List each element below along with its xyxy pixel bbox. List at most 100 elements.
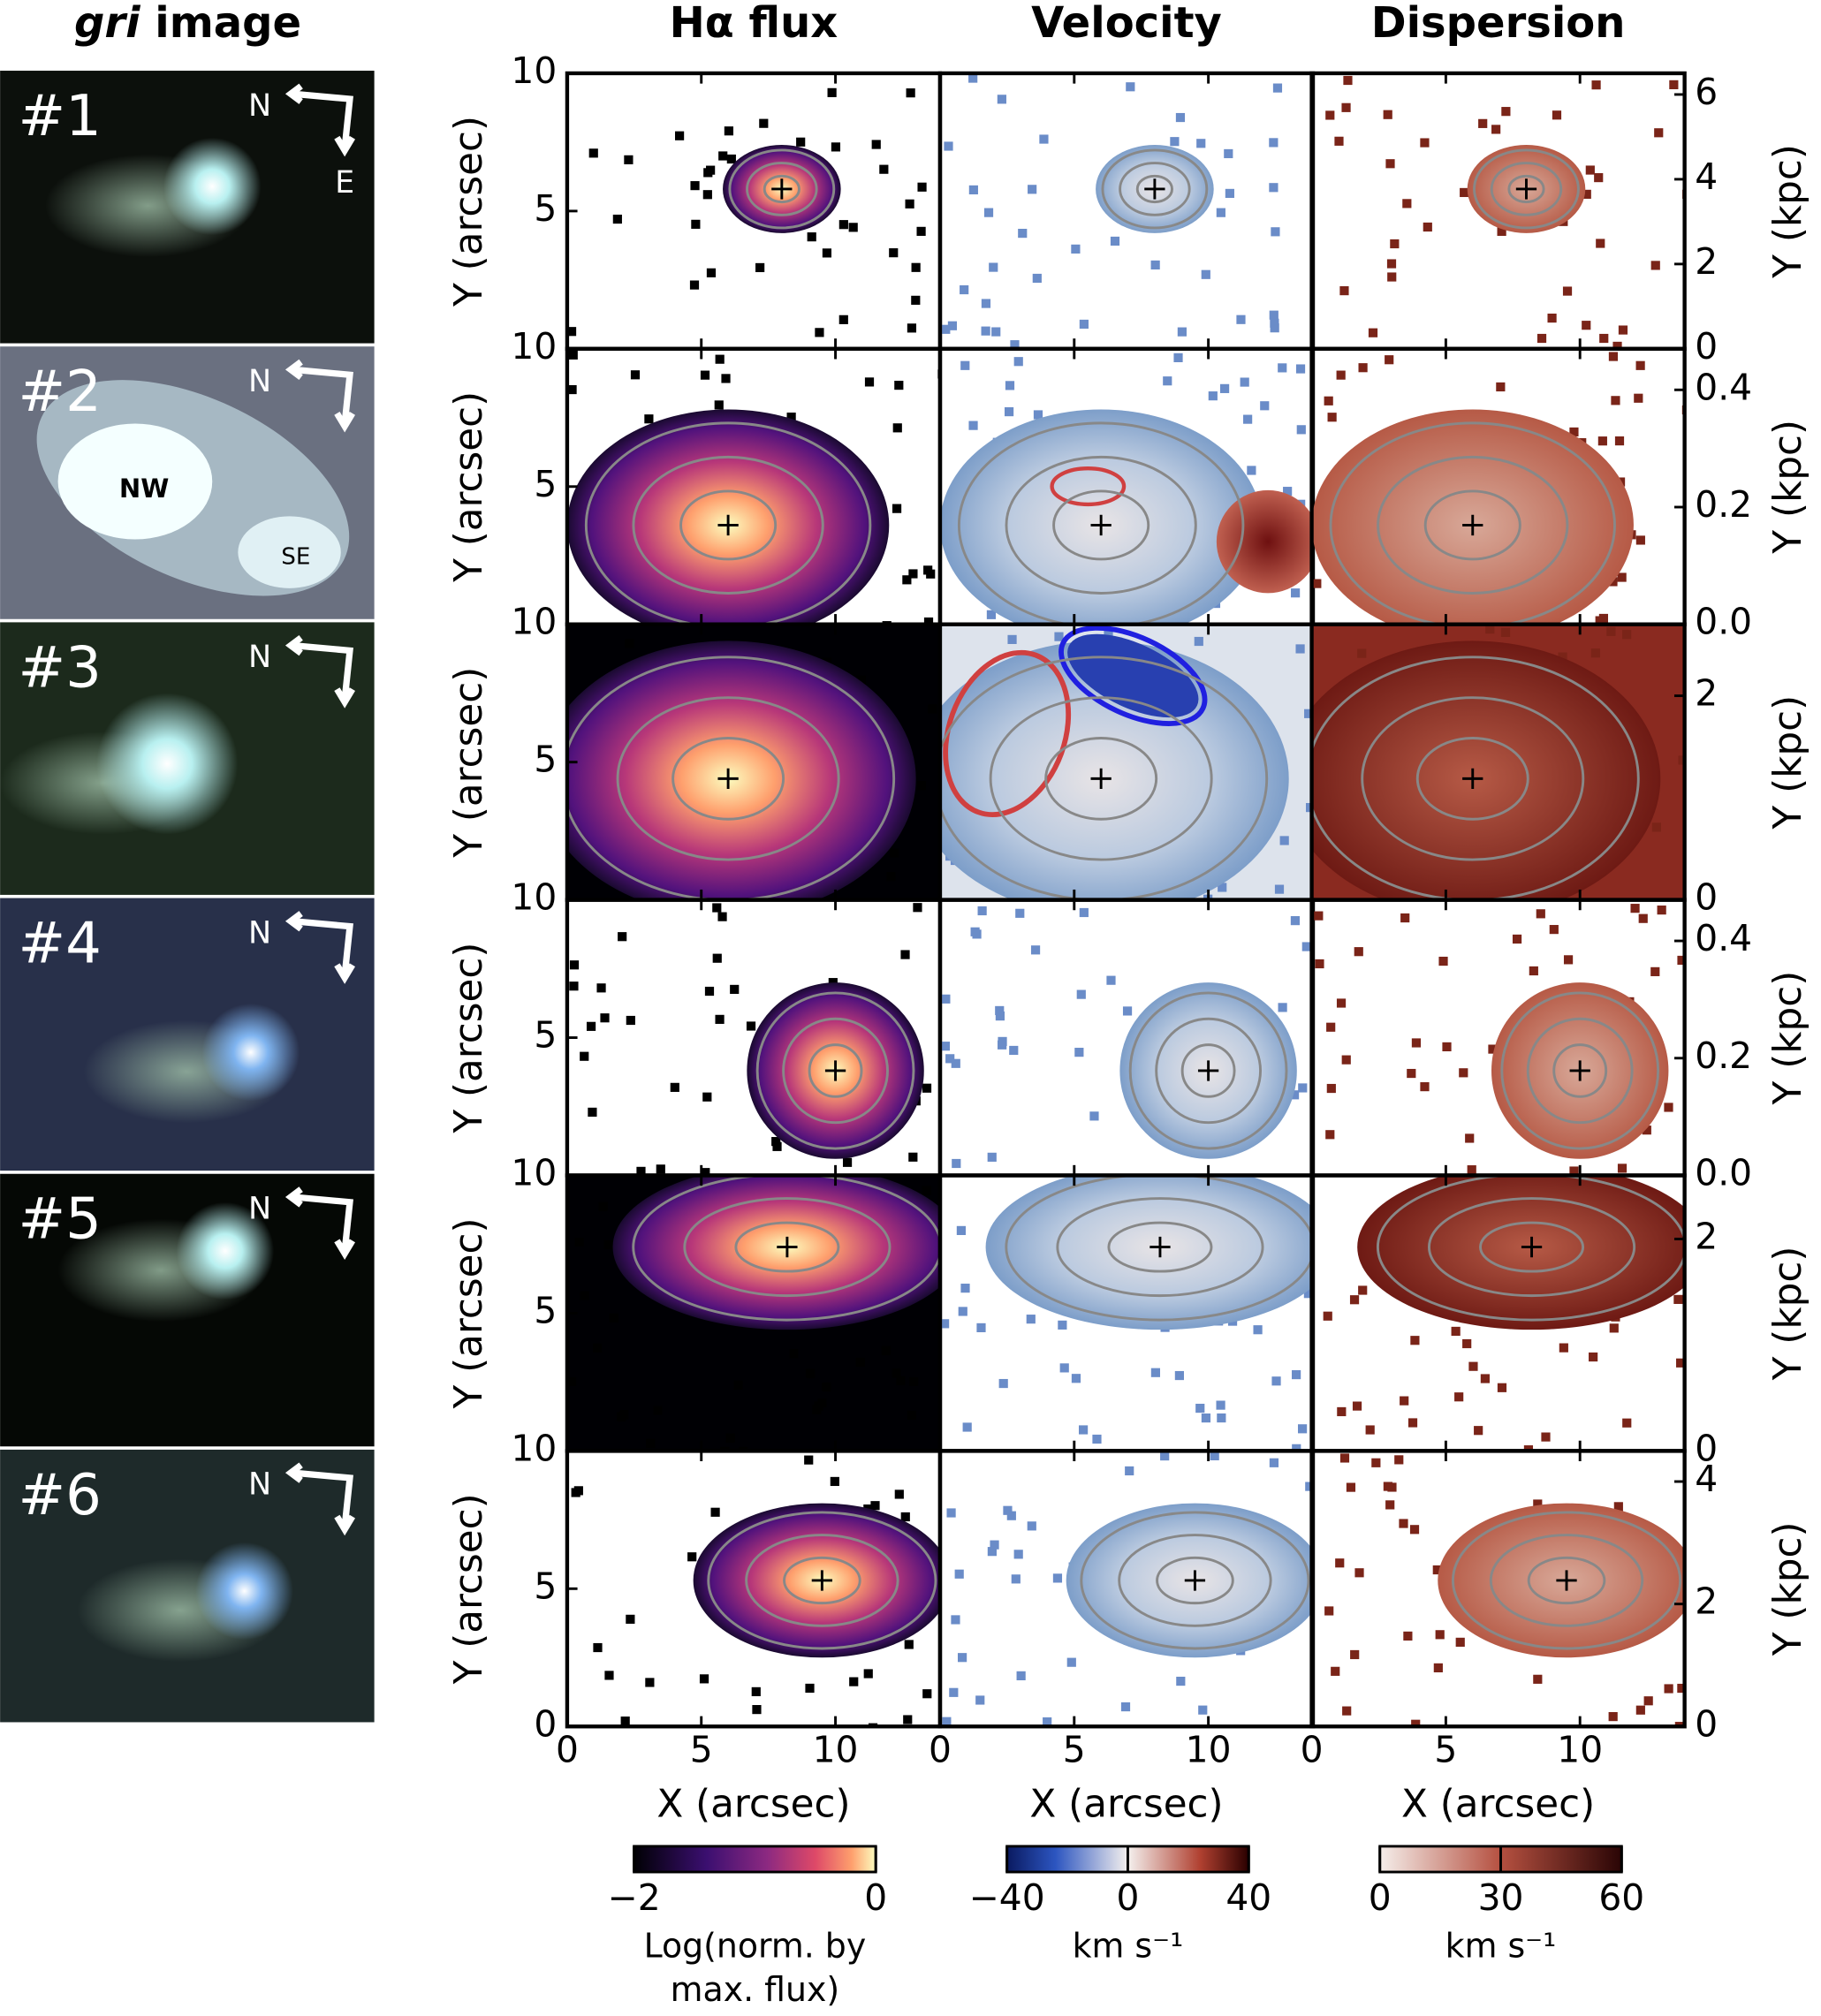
galaxy-core bbox=[57, 423, 213, 540]
map-pixel bbox=[1497, 1383, 1507, 1392]
x-tick-label: 0 bbox=[929, 1728, 952, 1770]
image-title-italic: gri bbox=[74, 0, 140, 48]
contour bbox=[1155, 1017, 1263, 1125]
map-pixel bbox=[1201, 1413, 1211, 1423]
map-pixel bbox=[1371, 1458, 1381, 1467]
contour bbox=[1361, 696, 1585, 861]
contour bbox=[1552, 1043, 1608, 1098]
contour bbox=[1377, 1175, 1685, 1322]
compass-label: N bbox=[248, 915, 271, 951]
map-pixel bbox=[975, 1695, 985, 1705]
map-pixel bbox=[1009, 1045, 1019, 1056]
compass: N bbox=[248, 911, 355, 984]
map-pixel bbox=[1335, 1558, 1345, 1568]
map-pixel bbox=[618, 932, 627, 942]
map-pixel bbox=[1270, 318, 1279, 328]
compass-arrows bbox=[285, 911, 355, 984]
contour bbox=[1311, 656, 1640, 900]
emission-blob bbox=[985, 1175, 1314, 1330]
map-pixel bbox=[1289, 1090, 1300, 1100]
center-marker bbox=[1144, 178, 1165, 200]
map-pixel bbox=[1420, 138, 1430, 148]
x-tick-label: 10 bbox=[1557, 1728, 1603, 1770]
map-pixel bbox=[1030, 945, 1041, 955]
map-pixel bbox=[960, 284, 969, 295]
colorbar-label: Log(norm. by bbox=[644, 1926, 867, 1965]
map-pixel bbox=[1569, 1166, 1579, 1176]
map-pixel bbox=[1010, 340, 1020, 349]
map-pixel bbox=[1608, 352, 1619, 361]
colorbar-tick-label: −2 bbox=[608, 1876, 661, 1919]
map-pixel bbox=[1346, 1482, 1356, 1492]
y-axis-label: Y (arcsec) bbox=[446, 1217, 491, 1409]
map-pixel bbox=[714, 400, 724, 410]
map-pixel bbox=[1236, 315, 1246, 324]
compass: NE bbox=[248, 83, 355, 201]
map-panel bbox=[565, 346, 943, 626]
map-pixel bbox=[968, 421, 978, 430]
center-marker bbox=[811, 1570, 833, 1591]
map-pixel bbox=[1336, 370, 1346, 380]
map-pixel bbox=[1460, 187, 1469, 198]
map-pixel bbox=[928, 704, 937, 714]
map-pixel bbox=[733, 1380, 743, 1390]
map-panel bbox=[1309, 622, 1687, 902]
map bbox=[566, 1175, 940, 1451]
map-pixel bbox=[894, 1489, 904, 1499]
row-label: #1 bbox=[18, 84, 101, 149]
map-pixel bbox=[962, 1422, 972, 1432]
map-pixel bbox=[1596, 239, 1605, 248]
map-pixel bbox=[1217, 1413, 1226, 1423]
map bbox=[1323, 1175, 1685, 1451]
map-pixel bbox=[968, 185, 978, 195]
map-pixel bbox=[721, 374, 731, 383]
map-pixel bbox=[1467, 1165, 1476, 1175]
y-tick-label: 5 bbox=[534, 1565, 557, 1607]
map-pixel bbox=[907, 1411, 917, 1421]
map-pixel bbox=[630, 370, 641, 380]
map-pixel bbox=[981, 326, 990, 336]
row-label: #4 bbox=[18, 911, 101, 976]
contour bbox=[728, 148, 836, 230]
colorbar bbox=[633, 1845, 877, 1874]
map-pixel bbox=[1028, 185, 1037, 194]
center-marker bbox=[1515, 178, 1537, 200]
center-marker bbox=[1150, 1236, 1171, 1258]
map-pixel bbox=[752, 1705, 762, 1715]
map-pixel bbox=[941, 324, 951, 334]
center-marker bbox=[1462, 514, 1483, 536]
map-pixel bbox=[1339, 1453, 1350, 1463]
map bbox=[566, 624, 940, 900]
map-pixel bbox=[569, 960, 580, 970]
map-pixel bbox=[1664, 1684, 1673, 1694]
map-pixel bbox=[916, 226, 926, 236]
map-pixel bbox=[1071, 1374, 1081, 1383]
map-pixel bbox=[1383, 110, 1392, 119]
map-pixel bbox=[718, 151, 728, 161]
map-panel bbox=[937, 346, 1316, 626]
map-pixel bbox=[690, 181, 700, 191]
colorbar-label: km s⁻¹ bbox=[1445, 1926, 1557, 1965]
map-pixel bbox=[1303, 1289, 1313, 1299]
map-pixel bbox=[1536, 909, 1545, 919]
y-axis-label: Y (arcsec) bbox=[446, 116, 491, 307]
map bbox=[569, 903, 932, 1176]
map-pixel bbox=[817, 1398, 827, 1408]
map-pixel bbox=[981, 299, 991, 308]
map-pixel bbox=[715, 1014, 725, 1024]
y2-tick-label: 2 bbox=[1695, 1580, 1718, 1623]
map-pixel bbox=[1198, 1705, 1208, 1715]
map-pixel bbox=[1501, 107, 1511, 117]
map-pixel bbox=[1590, 648, 1601, 658]
map-pixel bbox=[900, 1512, 910, 1522]
y2-tick-label: 0.0 bbox=[1695, 601, 1752, 643]
map-pixel bbox=[1664, 1103, 1673, 1112]
map-pixel bbox=[842, 1157, 853, 1167]
map-pixel bbox=[911, 295, 921, 305]
map-pixel bbox=[656, 1164, 665, 1174]
compass-arrows bbox=[285, 634, 355, 709]
emission-blob bbox=[612, 1175, 940, 1330]
map-pixel bbox=[596, 983, 606, 993]
map-pixel bbox=[1634, 393, 1643, 403]
compass-label: N bbox=[248, 640, 271, 675]
